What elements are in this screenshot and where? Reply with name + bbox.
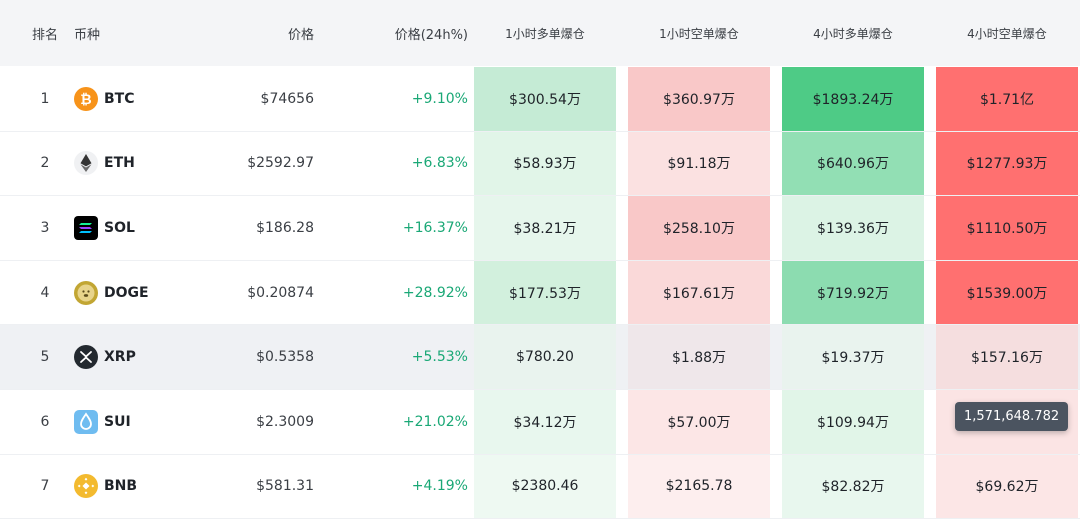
short-4h-cell[interactable]: $69.62万 — [936, 454, 1078, 519]
change-cell: +9.10% — [411, 90, 468, 107]
short-1h-cell[interactable]: $1.88万 — [628, 325, 770, 389]
coin-cell[interactable]: XRP — [74, 325, 224, 389]
long-4h-cell[interactable]: $719.92万 — [782, 260, 924, 325]
header-long-1h[interactable]: 1小时多单爆仓 — [505, 26, 585, 41]
long-1h-cell[interactable]: $2380.46 — [474, 454, 616, 519]
long-4h-cell[interactable]: $19.37万 — [782, 325, 924, 389]
table-row[interactable]: 2 ETH $2592.97 +6.83% $58.93万 $91.18万 $640.96万… — [0, 131, 1080, 197]
table-row[interactable]: 4 DOGE $0.20874 +28.92% $177.53万 $167.61万 $719… — [0, 260, 1080, 326]
rank-cell: 3 — [40, 219, 50, 236]
rank-cell: 6 — [40, 413, 50, 430]
coin-symbol: BNB — [104, 478, 138, 495]
header-price[interactable]: 价格 — [287, 27, 314, 43]
coin-symbol: SOL — [104, 219, 135, 236]
change-cell: +16.37% — [402, 219, 468, 236]
price-cell: $0.5358 — [256, 349, 314, 366]
short-1h-cell[interactable]: $91.18万 — [628, 131, 770, 196]
change-cell: +21.02% — [402, 413, 468, 430]
short-1h-cell[interactable]: $258.10万 — [628, 196, 770, 260]
short-1h-cell[interactable]: $2165.78 — [628, 454, 770, 519]
short-1h-cell[interactable]: $360.97万 — [628, 67, 770, 131]
coin-symbol: XRP — [104, 349, 136, 366]
header-change-24h[interactable]: 价格(24h%) — [394, 27, 468, 43]
rank-cell: 2 — [40, 155, 50, 172]
value-tooltip: 1,571,648.782 — [955, 402, 1069, 431]
short-1h-cell[interactable]: $167.61万 — [628, 260, 770, 325]
solana-icon — [74, 215, 98, 240]
dogecoin-icon — [74, 280, 98, 305]
coin-cell[interactable]: ETH — [74, 132, 224, 196]
short-4h-cell[interactable]: $157.16万 — [936, 325, 1078, 389]
long-1h-cell[interactable]: $780.20 — [474, 325, 616, 389]
coin-cell[interactable]: ₿ BTC — [74, 67, 224, 131]
price-cell: $2.3009 — [256, 413, 314, 430]
rank-cell: 5 — [40, 349, 50, 366]
short-4h-cell[interactable]: $1277.93万 — [936, 131, 1078, 196]
bnb-icon — [74, 474, 98, 499]
change-cell: +5.53% — [411, 349, 468, 366]
price-cell: $0.20874 — [247, 284, 314, 301]
long-1h-cell[interactable]: $34.12万 — [474, 390, 616, 454]
long-1h-cell[interactable]: $38.21万 — [474, 196, 616, 260]
coin-cell[interactable]: SUI — [74, 390, 224, 454]
long-4h-cell[interactable]: $640.96万 — [782, 131, 924, 196]
ethereum-icon — [74, 151, 98, 176]
header-short-1h[interactable]: 1小时空单爆仓 — [659, 26, 739, 41]
long-1h-cell[interactable]: $177.53万 — [474, 260, 616, 325]
long-4h-cell[interactable]: $1893.24万 — [782, 67, 924, 131]
sui-icon — [74, 409, 98, 434]
long-4h-cell[interactable]: $109.94万 — [782, 390, 924, 454]
coin-cell[interactable]: BNB — [74, 455, 224, 519]
coin-cell[interactable]: SOL — [74, 196, 224, 260]
coin-symbol: BTC — [104, 90, 135, 107]
coin-symbol: SUI — [104, 413, 131, 430]
table-header: 排名 币种 价格 价格(24h%) 1小时多单爆仓 1小时空单爆仓 4小时多单爆… — [0, 0, 1080, 66]
rank-cell: 1 — [40, 90, 50, 107]
table-row[interactable]: 6 SUI $2.3009 +21.02% $34.12万 $57.00万 $109.94万… — [0, 390, 1080, 455]
header-rank[interactable]: 排名 — [31, 27, 58, 43]
table-row[interactable]: 1 ₿ BTC $74656 +9.10% $300.54万 $360.97万 $1893.2… — [0, 67, 1080, 132]
change-cell: +6.83% — [411, 155, 468, 172]
long-1h-cell[interactable]: $58.93万 — [474, 131, 616, 196]
short-4h-cell[interactable]: $1539.00万 — [936, 260, 1078, 325]
table-row[interactable]: 5 XRP $0.5358 +5.53% $780.20 $1.88万 $19.37万 $15… — [0, 325, 1080, 390]
long-4h-cell[interactable]: $82.82万 — [782, 454, 924, 519]
svg-text:₿: ₿ — [80, 92, 91, 108]
rank-cell: 7 — [40, 478, 50, 495]
short-4h-cell[interactable]: $1.71亿 — [936, 67, 1078, 131]
price-cell: $74656 — [260, 90, 314, 107]
coin-symbol: DOGE — [104, 284, 149, 301]
xrp-icon — [74, 345, 98, 370]
long-1h-cell[interactable]: $300.54万 — [474, 67, 616, 131]
change-cell: +28.92% — [402, 284, 468, 301]
price-cell: $581.31 — [256, 478, 314, 495]
header-long-4h[interactable]: 4小时多单爆仓 — [813, 26, 893, 41]
short-1h-cell[interactable]: $57.00万 — [628, 390, 770, 454]
coin-symbol: ETH — [104, 155, 135, 172]
table-row[interactable]: 7 BNB $581.31 +4.19% $2380.46 $2165.78 $82.82万… — [0, 454, 1080, 519]
price-cell: $2592.97 — [247, 155, 314, 172]
header-coin[interactable]: 币种 — [74, 27, 101, 43]
short-4h-cell[interactable]: $1110.50万 — [936, 196, 1078, 260]
bitcoin-icon: ₿ — [74, 86, 98, 111]
change-cell: +4.19% — [411, 478, 468, 495]
table-row[interactable]: 3 SOL $186.28 +16.37% $38.21万 $258.10万 $139.36… — [0, 196, 1080, 261]
price-cell: $186.28 — [256, 219, 314, 236]
long-4h-cell[interactable]: $139.36万 — [782, 196, 924, 260]
header-short-4h[interactable]: 4小时空单爆仓 — [967, 26, 1047, 41]
rank-cell: 4 — [40, 284, 50, 301]
coin-cell[interactable]: DOGE — [74, 261, 224, 325]
